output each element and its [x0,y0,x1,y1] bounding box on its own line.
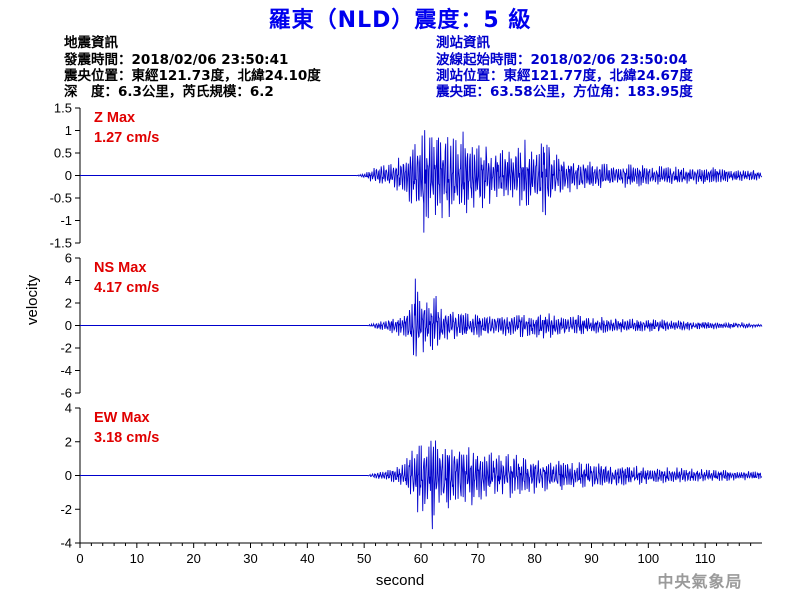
station-start-time: 波線起始時間：2018/02/06 23:50:04 [436,51,687,68]
quake-origin-time: 發震時間：2018/02/06 23:50:41 [63,51,288,68]
max-label-z: Z Max [94,110,135,126]
y-tick-label: 2 [65,296,72,311]
y-tick-label: -6 [60,386,72,401]
trace-ew [80,440,763,530]
x-tick-label: 100 [637,551,659,566]
trace-z [80,130,763,233]
x-axis-title: second [376,572,424,589]
x-tick-label: 40 [300,551,314,566]
max-label-ew: EW Max [94,410,150,426]
max-label-ns: NS Max [94,260,146,276]
x-tick-label: 20 [186,551,200,566]
y-tick-label: 1.5 [54,101,72,116]
y-tick-label: -2 [60,341,72,356]
y-tick-label: -2 [60,502,72,517]
panel-ew: 4 2 0 -2 -4 EW Max 3.18 cm/s [60,401,763,551]
max-value-ns: 4.17 cm/s [94,280,159,296]
max-value-ew: 3.18 cm/s [94,430,159,446]
y-tick-label: -1 [60,213,72,228]
y-tick-label: 0.5 [54,146,72,161]
page-title: 羅東（NLD）震度：5 級 [269,7,532,33]
y-tick-label: 0 [65,468,72,483]
station-info-block: 測站資訊 波線起始時間：2018/02/06 23:50:04 測站位置：東經1… [435,34,693,100]
panel-ns: 6 4 2 0 -2 -4 -6 NS Max 4.17 cm/s [60,251,763,401]
max-value-z: 1.27 cm/s [94,130,159,146]
station-distance-azimuth: 震央距：63.58公里，方位角：183.95度 [435,83,693,100]
x-tick-label: 70 [471,551,485,566]
x-tick-label: 90 [584,551,598,566]
x-tick-label: 60 [414,551,428,566]
x-tick-label: 10 [130,551,144,566]
panel-z: 1.5 1 0.5 0 -0.5 -1 -1.5 Z Max 1.27 cm/s [50,101,763,251]
y-tick-label: 2 [65,434,72,449]
y-tick-label: -4 [60,536,72,551]
y-tick-label: -1.5 [50,236,72,251]
x-tick-label: 110 [695,551,716,566]
y-tick-label: 0 [65,318,72,333]
y-tick-label: 4 [65,273,72,288]
agency-label: 中央氣象局 [657,572,742,591]
y-axis-title: velocity [24,274,41,325]
quake-info-block: 地震資訊 發震時間：2018/02/06 23:50:41 震央位置：東經121… [63,34,321,100]
y-tick-label: 4 [65,401,72,416]
quake-info-heading: 地震資訊 [64,34,118,51]
panels-group: 1.5 1 0.5 0 -0.5 -1 -1.5 Z Max 1.27 cm/s 6 4 2 0 -2 -4… [50,101,763,551]
y-tick-label: -0.5 [50,191,72,206]
x-tick-label: 50 [357,551,371,566]
y-tick-label: -4 [60,363,72,378]
y-tick-label: 6 [65,251,72,266]
trace-ns [80,278,763,357]
station-info-heading: 測站資訊 [436,34,490,51]
x-tick-label: 30 [243,551,257,566]
y-tick-label: 1 [65,123,72,138]
y-tick-label: 0 [65,168,72,183]
x-tick-label: 0 [76,551,83,566]
quake-epicenter: 震央位置：東經121.73度，北緯24.10度 [63,67,321,84]
x-tick-label: 80 [527,551,541,566]
station-location: 測站位置：東經121.77度，北緯24.67度 [436,67,693,84]
x-axis: 0 10 20 30 40 50 60 70 80 90 100 110 [76,542,762,566]
quake-depth-magnitude: 深 度：6.3公里，芮氏規模：6.2 [64,83,274,100]
